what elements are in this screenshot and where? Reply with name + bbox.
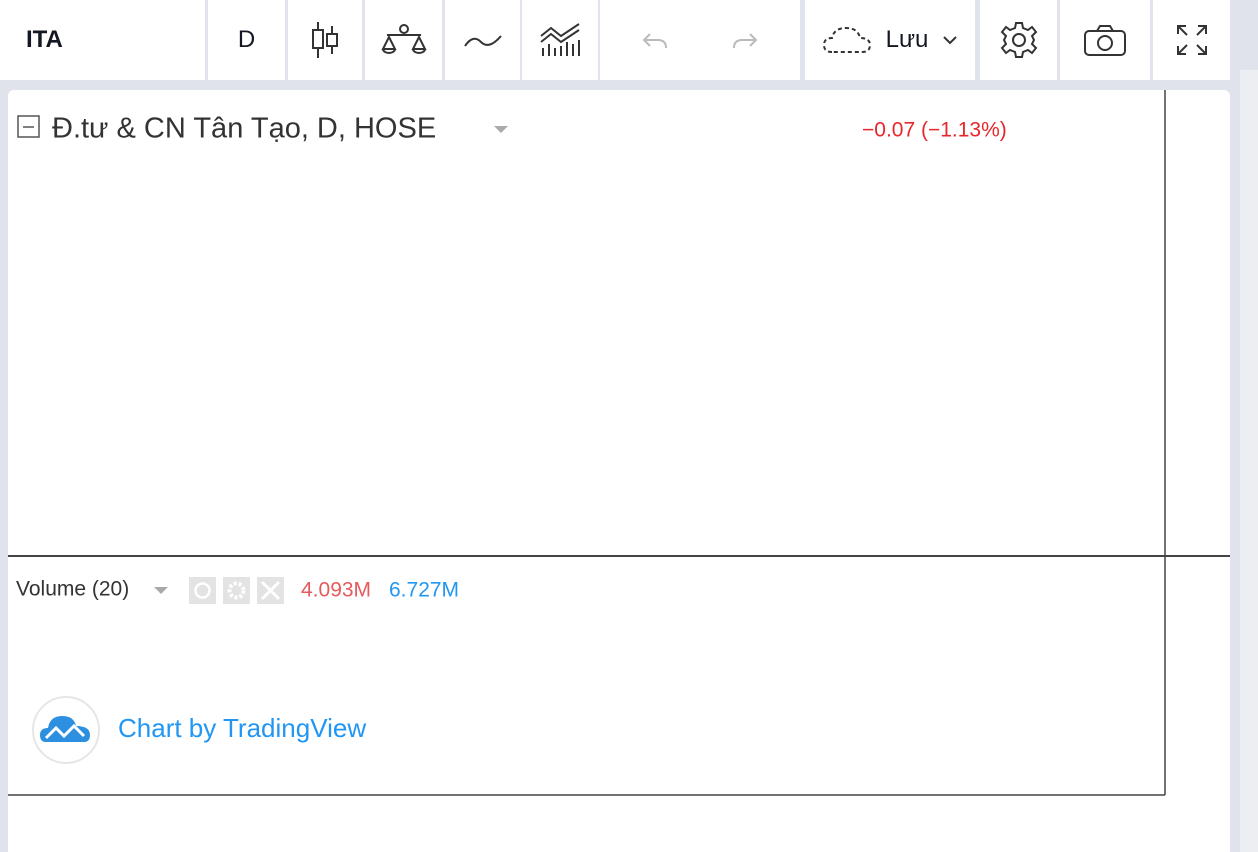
eye-button[interactable] [189,577,216,604]
settings-button[interactable] [980,0,1057,80]
fullscreen-icon [1176,25,1207,55]
snapshot-button[interactable] [1060,0,1150,80]
camera-icon [1084,25,1126,56]
undo-icon[interactable] [642,30,668,50]
logo-cloud [40,716,90,742]
series-title: Đ.tư & CN Tân Tạo, D, HOSE [52,113,436,145]
symbol: ITA [26,26,63,53]
close-icon [260,580,281,601]
chart-type-button[interactable] [288,0,362,80]
volume-caret[interactable] [154,587,168,594]
scale-icon [380,24,427,54]
gear-button[interactable] [223,577,250,604]
volume-ma-value: 6.727M [389,579,459,602]
save-label: Lưu [885,26,929,53]
compare-button[interactable] [445,0,520,80]
gear-icon [1000,22,1037,58]
caret-icon [943,36,958,45]
cloud-icon [822,26,871,53]
change: −0.07 (−1.13%) [862,119,1007,142]
volume-value: 4.093M [301,579,371,602]
line-icon [463,35,502,47]
eye-icon [194,582,211,599]
indicators-button[interactable] [365,0,442,80]
logo-wave [44,723,86,740]
scrollbar[interactable] [1240,70,1258,852]
strategy-button[interactable] [522,0,598,80]
title-caret[interactable] [494,126,508,133]
undo-redo [600,0,800,80]
interval: D [237,26,256,53]
redo-icon[interactable] [732,30,758,50]
gear-small-icon [227,581,246,600]
symbol-button[interactable]: ITA [0,0,205,80]
candle-icon [312,22,338,58]
chart-panel [8,90,1230,852]
fullscreen-button[interactable] [1153,0,1230,80]
multiline-icon [540,23,580,56]
save-button[interactable]: Lưu [805,0,975,80]
interval-button[interactable]: D [208,0,285,80]
watermark: Chart by TradingView [118,713,366,743]
volume-title: Volume (20) [16,578,129,601]
